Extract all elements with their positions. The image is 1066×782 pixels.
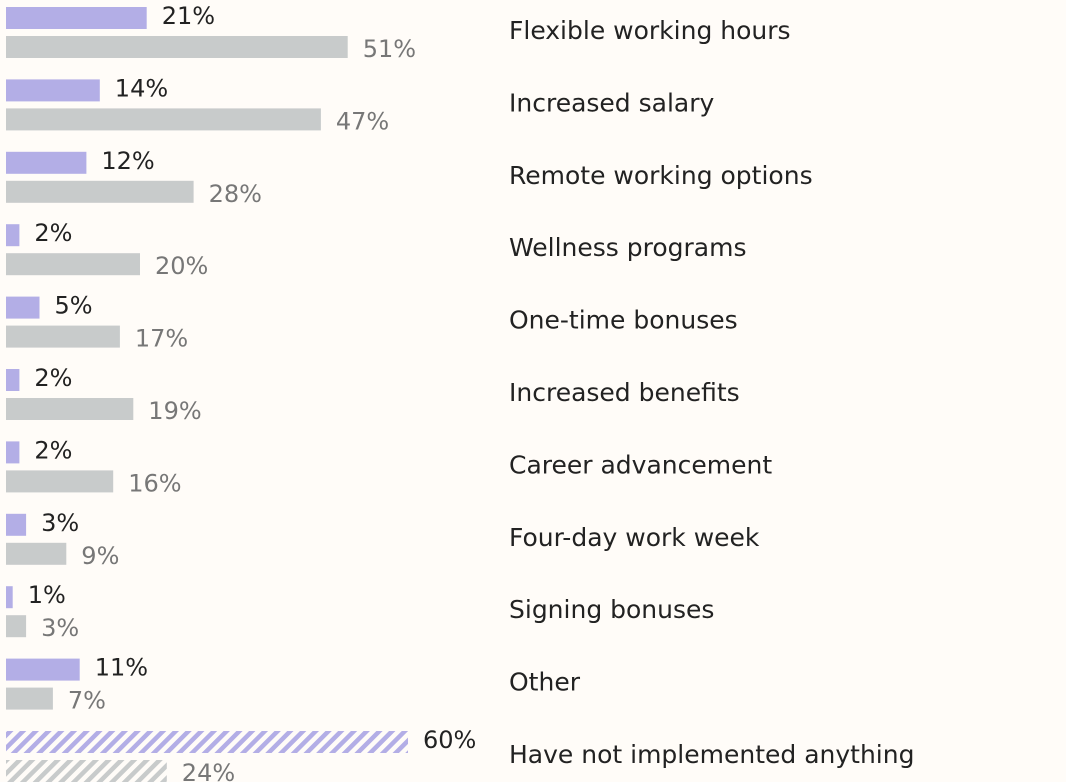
- value-label: 3%: [41, 614, 79, 642]
- category-label: Signing bonuses: [509, 595, 714, 624]
- value-label: 19%: [148, 397, 201, 425]
- bar: [6, 36, 348, 58]
- value-label: 9%: [81, 542, 119, 570]
- category-label: Increased benefits: [509, 378, 740, 407]
- bar: [6, 615, 27, 638]
- category-label: Have not implemented anything: [509, 740, 914, 769]
- bar: [6, 398, 134, 420]
- value-label: 12%: [101, 147, 154, 175]
- value-label: 17%: [135, 325, 188, 353]
- bar: [6, 108, 321, 131]
- value-label: 21%: [162, 2, 215, 30]
- bar: [6, 441, 20, 464]
- category-label: One-time bonuses: [509, 306, 738, 335]
- bar: [6, 731, 408, 753]
- category-label: Increased salary: [509, 88, 715, 117]
- bar: [6, 151, 87, 174]
- value-label: 60%: [423, 726, 476, 754]
- value-label: 5%: [55, 292, 93, 320]
- category-label: Wellness programs: [509, 233, 747, 262]
- bar: [6, 224, 20, 247]
- value-label: 24%: [182, 759, 235, 782]
- bar: [6, 586, 13, 609]
- value-label: 51%: [363, 35, 416, 63]
- bar: [6, 180, 194, 203]
- value-label: 3%: [41, 509, 79, 537]
- bar: [6, 542, 67, 565]
- value-label: 11%: [95, 654, 148, 682]
- value-label: 20%: [155, 252, 208, 280]
- bar: [6, 296, 40, 319]
- value-label: 14%: [115, 74, 168, 102]
- value-label: 2%: [34, 436, 72, 464]
- bar: [6, 513, 27, 536]
- bar: [6, 658, 80, 681]
- category-label: Remote working options: [509, 161, 813, 190]
- category-label: Career advancement: [509, 450, 772, 479]
- bar: [6, 325, 120, 348]
- bar: [6, 470, 114, 493]
- value-label: 1%: [28, 581, 66, 609]
- value-label: 16%: [128, 469, 181, 497]
- value-label: 47%: [336, 107, 389, 135]
- bar: [6, 7, 147, 29]
- value-label: 7%: [68, 687, 106, 715]
- value-label: 28%: [209, 180, 262, 208]
- bar: [6, 79, 100, 102]
- category-label: Four-day work week: [509, 523, 760, 552]
- bar: [6, 760, 167, 782]
- category-label: Flexible working hours: [509, 16, 791, 45]
- bar: [6, 369, 20, 391]
- bar: [6, 687, 53, 710]
- category-label: Other: [509, 668, 581, 697]
- bar: [6, 253, 140, 276]
- value-label: 2%: [34, 219, 72, 247]
- value-label: 2%: [34, 364, 72, 392]
